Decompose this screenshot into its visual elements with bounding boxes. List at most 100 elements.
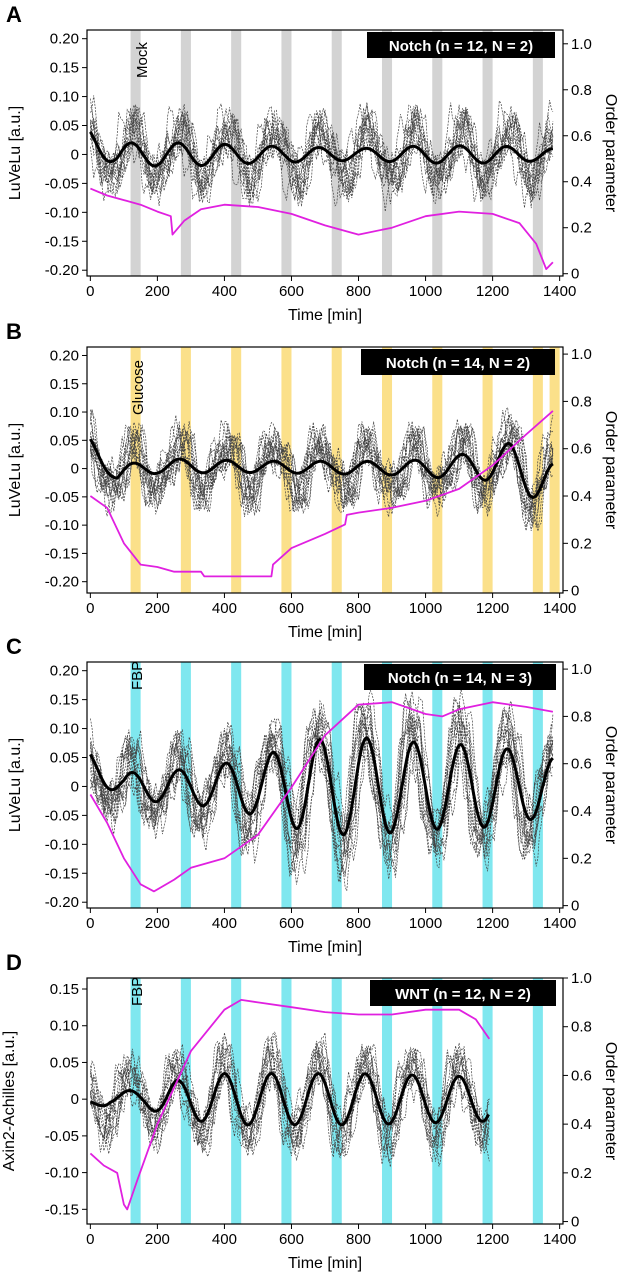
y-tick-label: 0 [71, 1091, 79, 1108]
x-tick-label: 1200 [476, 1231, 509, 1248]
stimulus-band [281, 662, 292, 908]
y-axis-ticks-left: -0.20 -0.15 -0.10 -0.05 0 0.05 0.10 0.15 0.20 [45, 31, 87, 279]
y-axis-ticks-right: 0 0.2 0.4 0.6 0.8 1.0 [563, 661, 592, 915]
y-tick-label: 0 [71, 146, 79, 163]
y-tick-label: -0.15 [45, 1201, 79, 1218]
y-tick-label-right: 0.6 [571, 1067, 592, 1084]
x-axis-ticks: 0 200 400 600 800 1000 1200 1400 [86, 276, 576, 300]
order-parameter-curve [89, 999, 491, 1211]
y-tick-label: -0.15 [45, 545, 79, 562]
badge-text: Notch (n = 14, N = 3) [388, 670, 532, 687]
x-axis-title: Time [min] [288, 1255, 362, 1272]
stimulus-band [130, 347, 141, 593]
badge-background [364, 664, 556, 690]
y-axis-title-right: Order parameter [602, 411, 619, 530]
y-tick-label-right: 0.6 [571, 128, 592, 145]
x-tick-label: 0 [86, 915, 94, 932]
y-tick-label: -0.10 [45, 517, 79, 534]
panel-a: A 0 200 400 600 800 1000 1200 1400 -0.20-0.15-0… [6, 2, 619, 324]
y-tick-label-right: 0.2 [571, 535, 592, 552]
y-axis-ticks-left: -0.20 -0.15 -0.10 -0.05 0 0.05 0.10 0.15 0.20 [45, 347, 87, 591]
single-trace [90, 108, 554, 205]
stimulus-band [549, 347, 560, 593]
y-tick-label: 0 [71, 778, 79, 795]
y-tick-label: 0.05 [50, 118, 79, 135]
stimulus-band [532, 30, 543, 276]
x-tick-label: 1200 [476, 915, 509, 932]
stimulus-band [432, 978, 443, 1224]
y-axis-title: LuVeLu [a.u.] [7, 738, 24, 832]
y-axis-title-right: Order parameter [602, 1042, 619, 1161]
x-tick-label: 1000 [409, 1231, 442, 1248]
single-trace [90, 716, 553, 852]
plot-frame [86, 346, 564, 594]
stimulus-band [432, 30, 443, 276]
plot-frame [86, 977, 564, 1225]
y-tick-label: 0.15 [50, 60, 79, 77]
y-tick-label-right: 0 [571, 898, 579, 915]
order-parameter-curve [89, 701, 554, 893]
mean-trace [89, 1072, 490, 1127]
x-tick-label: 600 [279, 915, 304, 932]
x-tick-label: 200 [145, 283, 170, 300]
y-tick-label: 0.10 [50, 404, 79, 421]
y-axis-ticks-right: 0 0.2 0.4 0.6 0.8 1.0 [563, 970, 592, 1231]
badge-text: WNT (n = 12, N = 2) [395, 986, 531, 1003]
stimulus-band [432, 662, 443, 908]
x-axis-ticks: 0 200 400 600 800 1000 1200 1400 [86, 593, 576, 617]
y-tick-label-right: 1.0 [571, 661, 592, 678]
y-axis-ticks-left: -0.20 -0.15 -0.10 -0.05 0 0.05 0.10 0.15 0.20 [45, 663, 87, 911]
x-tick-label: 1000 [409, 600, 442, 617]
x-tick-label: 400 [212, 600, 237, 617]
stimulus-band [281, 30, 292, 276]
x-axis-title: Time [min] [288, 939, 362, 956]
y-tick-label: -0.05 [45, 489, 79, 506]
panel-d: D 0 200 400 600 800 1000 1200 1400 -0.15-0.10-0… [1, 950, 619, 1272]
order-parameter-line [89, 701, 554, 893]
x-tick-label: 400 [212, 283, 237, 300]
single-trace [90, 95, 554, 206]
stimulus-band [180, 30, 191, 276]
y-tick-label-right: 1.0 [571, 970, 592, 987]
single-trace [90, 1035, 490, 1165]
y-tick-label: 0.10 [50, 89, 79, 106]
y-tick-label: 0.20 [50, 347, 79, 364]
x-tick-label: 200 [145, 1231, 170, 1248]
single-trace [90, 409, 554, 528]
y-axis-title: Axin2-Achilles [a.u.] [1, 1031, 18, 1172]
y-tick-label-right: 0.2 [571, 850, 592, 867]
x-tick-label: 400 [212, 1231, 237, 1248]
y-tick-label-right: 0.8 [571, 1019, 592, 1036]
x-tick-label: 0 [86, 1231, 94, 1248]
y-tick-label: 0.10 [50, 721, 79, 738]
y-tick-label-right: 0 [571, 266, 579, 283]
y-tick-label: -0.05 [45, 1128, 79, 1145]
y-tick-label: -0.05 [45, 807, 79, 824]
stimulus-band [331, 978, 342, 1224]
condition-label: FBP [129, 977, 146, 1006]
single-trace [90, 693, 554, 883]
single-trace [90, 106, 554, 199]
order-parameter-curve [89, 410, 554, 578]
y-tick-label-right: 0 [571, 583, 579, 600]
stimulus-band [281, 978, 292, 1224]
y-tick-label-right: 0.6 [571, 441, 592, 458]
single-trace [90, 686, 554, 892]
condition-badge: Notch (n = 14, N = 3) [364, 664, 556, 690]
condition-badge: Notch (n = 14, N = 2) [361, 349, 555, 375]
mean-line [89, 438, 554, 499]
single-trace [90, 697, 554, 883]
single-trace [90, 414, 554, 512]
panel-b: B 0 200 400 600 800 1000 1200 1400 -0.20-0.15-0… [6, 319, 619, 641]
x-tick-label: 1000 [409, 915, 442, 932]
condition-label: FBP [129, 661, 146, 690]
y-tick-label: -0.05 [45, 175, 79, 192]
plot-frame [86, 29, 564, 277]
mean-trace [89, 131, 554, 168]
panel-letter: A [6, 2, 22, 27]
y-axis-title: LuVeLu [a.u.] [7, 423, 24, 517]
y-axis-title: LuVeLu [a.u.] [7, 106, 24, 200]
y-tick-label-right: 0 [571, 1214, 579, 1231]
x-axis-title: Time [min] [288, 624, 362, 641]
